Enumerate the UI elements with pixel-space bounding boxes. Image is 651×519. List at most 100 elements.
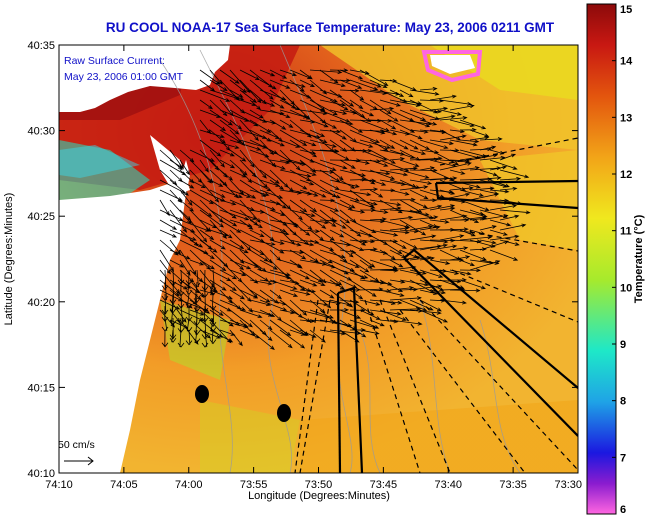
current-vector	[279, 239, 302, 247]
current-vector	[469, 176, 502, 181]
current-vector	[239, 199, 261, 223]
current-vector	[369, 106, 395, 111]
current-vector	[449, 104, 475, 111]
current-vector	[329, 279, 345, 290]
current-vector	[239, 259, 260, 268]
current-vector	[279, 69, 297, 77]
current-vector	[309, 149, 340, 154]
current-vector	[469, 192, 500, 201]
current-vector	[349, 177, 367, 182]
current-vector	[429, 289, 446, 295]
colorbar-tick-label: 10	[620, 282, 632, 294]
current-vector	[419, 289, 439, 295]
current-vector	[209, 279, 227, 291]
current-vector	[289, 159, 305, 165]
current-vector	[439, 109, 463, 116]
current-vector	[389, 259, 404, 268]
current-vector	[419, 243, 449, 251]
current-vector	[389, 307, 421, 311]
current-vector	[309, 129, 326, 137]
current-vector	[249, 319, 267, 336]
current-vector	[169, 329, 177, 343]
current-vector	[449, 246, 469, 251]
current-vector	[193, 329, 201, 344]
current-vector	[379, 119, 397, 130]
current-vector	[229, 269, 247, 277]
current-vector	[399, 109, 427, 121]
current-vector	[199, 99, 214, 110]
current-vector	[299, 219, 313, 231]
current-vector	[309, 189, 327, 198]
current-vector	[479, 137, 503, 141]
current-vector	[499, 239, 520, 246]
current-vector	[209, 99, 228, 117]
current-vector	[389, 249, 407, 259]
current-vector	[269, 219, 299, 227]
current-vector	[209, 149, 225, 168]
current-vector	[409, 209, 435, 219]
current-vector	[419, 256, 435, 261]
current-vector	[379, 169, 409, 177]
current-vector	[239, 189, 257, 199]
current-vector	[329, 99, 349, 111]
current-vector	[409, 139, 431, 150]
current-vector	[289, 289, 311, 296]
current-vector	[429, 94, 457, 101]
current-vector	[489, 204, 518, 211]
current-vector	[489, 149, 505, 155]
current-vector	[239, 79, 262, 104]
current-vector	[179, 159, 190, 176]
current-vector	[419, 109, 443, 114]
current-vector	[209, 309, 234, 327]
x-tick-label: 73:55	[240, 479, 268, 491]
y-tick-label: 40:10	[27, 468, 55, 480]
current-vector	[193, 269, 201, 288]
current-vector	[419, 239, 449, 244]
current-vector	[259, 159, 286, 170]
current-vector	[499, 214, 520, 221]
current-vector	[329, 308, 350, 312]
current-vector	[229, 169, 247, 178]
current-vector	[199, 129, 225, 138]
current-vector	[349, 159, 370, 165]
current-vector	[329, 229, 345, 238]
current-vector	[319, 148, 340, 153]
current-vector	[389, 239, 407, 249]
current-vector	[429, 219, 450, 224]
current-vector	[239, 289, 259, 299]
current-vector	[269, 239, 285, 245]
current-vector	[299, 199, 318, 213]
current-vector	[169, 209, 188, 233]
current-vector	[289, 199, 308, 213]
current-vector	[169, 309, 181, 323]
current-vector	[339, 199, 356, 209]
current-vector	[489, 189, 510, 194]
current-vector	[229, 299, 242, 310]
current-vector	[189, 179, 206, 189]
current-vector	[169, 279, 189, 290]
current-vector	[359, 259, 373, 269]
current-vector	[229, 159, 248, 176]
current-vector	[169, 179, 189, 196]
current-vector	[299, 79, 316, 88]
current-vector	[209, 79, 228, 92]
current-vector	[279, 149, 301, 171]
current-vector	[219, 189, 243, 198]
current-vector	[229, 79, 247, 94]
current-vectors	[159, 68, 531, 350]
current-vector	[359, 69, 389, 87]
current-vector	[479, 169, 498, 177]
current-vector	[309, 69, 343, 75]
current-vector	[339, 319, 367, 338]
current-vector	[309, 209, 337, 227]
current-vector	[169, 281, 177, 305]
current-vector	[379, 229, 410, 235]
current-vector	[439, 99, 473, 106]
current-vector	[369, 229, 399, 237]
current-vector	[389, 286, 415, 291]
current-vector	[469, 135, 490, 141]
current-vector	[269, 289, 283, 300]
current-vector	[479, 225, 497, 231]
current-vector	[389, 166, 418, 171]
current-vector	[439, 214, 468, 221]
